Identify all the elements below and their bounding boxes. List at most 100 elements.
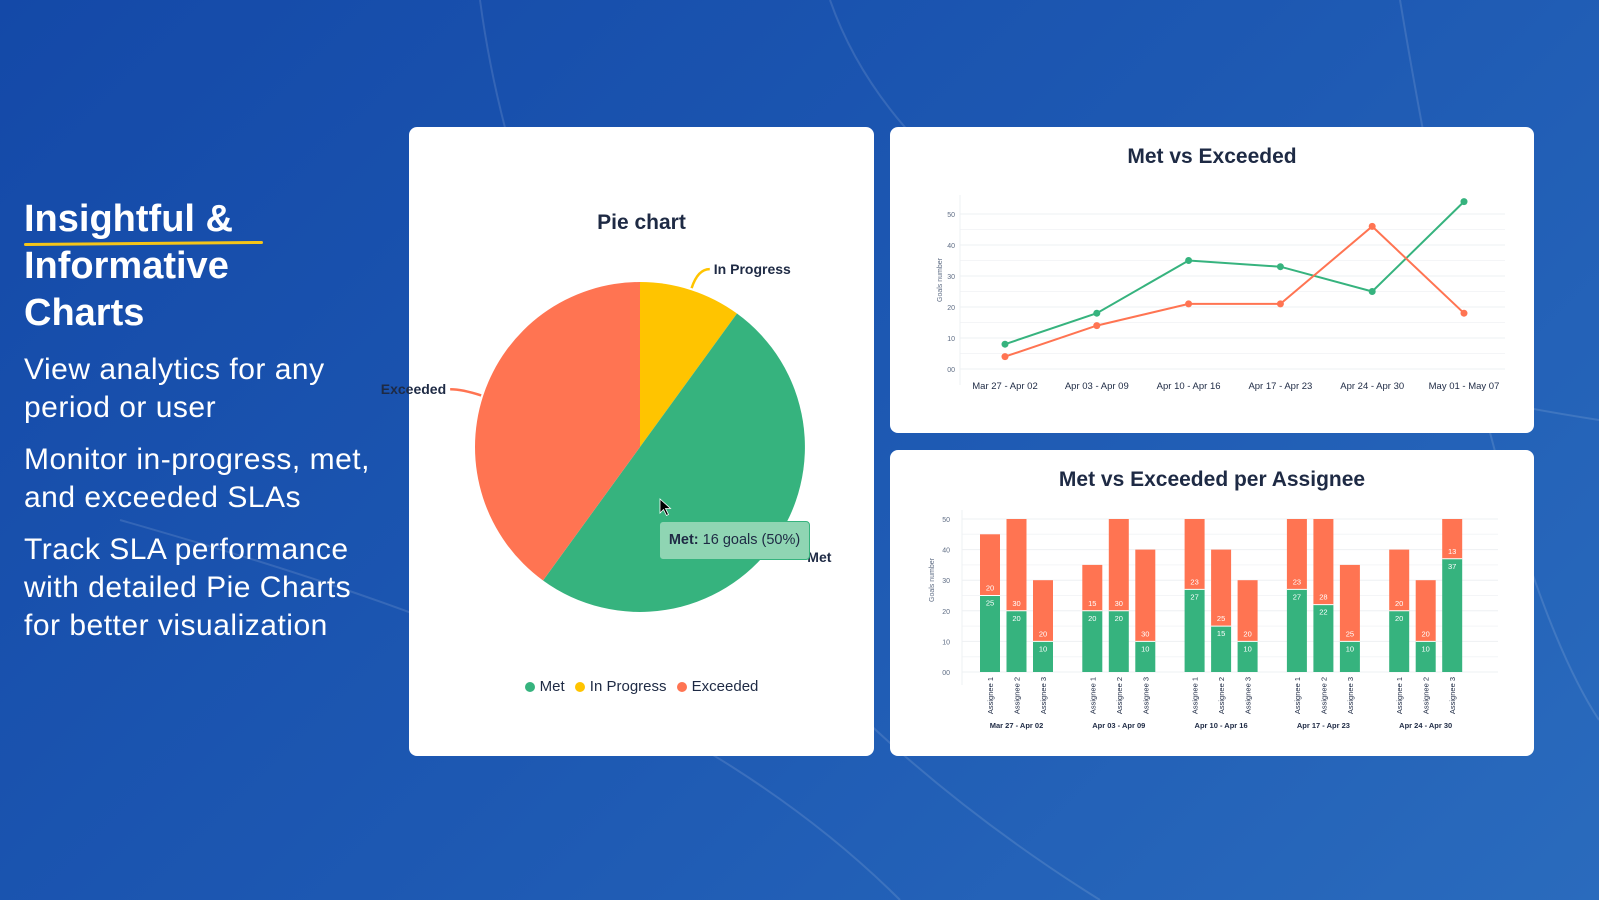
y-tick-label: 10 <box>947 336 955 343</box>
bar-label-met: 22 <box>1319 608 1327 617</box>
bar-segment-exceeded <box>1389 549 1410 611</box>
headline: Insightful & Informative Charts <box>24 196 384 337</box>
bar-label-exceeded: 28 <box>1319 593 1327 602</box>
bar-segment-exceeded <box>1286 519 1307 590</box>
headline-line: Insightful & <box>24 196 233 243</box>
group-label: Apr 10 - Apr 16 <box>1195 721 1248 730</box>
y-tick-label: 00 <box>942 670 950 677</box>
bar-segment-met <box>1415 641 1436 672</box>
bar-segment-exceeded <box>1339 564 1360 642</box>
bar-label-exceeded: 20 <box>1243 629 1251 638</box>
bar-label-exceeded: 15 <box>1088 599 1096 608</box>
bar-segment-exceeded <box>1033 580 1053 642</box>
x-tick-label: Mar 27 - Apr 02 <box>972 381 1037 392</box>
line-point-exceeded <box>1185 300 1193 308</box>
bar-label-met: 20 <box>1115 614 1123 623</box>
x-tick-label: Assignee 1 <box>986 677 995 714</box>
pie-tooltip: Met: 16 goals (50%) <box>659 521 810 560</box>
bar-segment-met <box>1082 610 1103 672</box>
y-tick-label: 50 <box>942 517 950 524</box>
bar-segment-met <box>1286 589 1307 672</box>
bar-segment-met <box>1184 589 1205 672</box>
bar-segment-exceeded <box>1135 549 1156 642</box>
bar-segment-exceeded <box>980 534 1000 596</box>
x-tick-label: Assignee 2 <box>1013 677 1022 714</box>
bar-label-met: 15 <box>1217 629 1225 638</box>
x-tick-label: Apr 17 - Apr 23 <box>1248 381 1312 392</box>
x-tick-label: Apr 24 - Apr 30 <box>1340 381 1404 392</box>
group-label: Apr 17 - Apr 23 <box>1297 721 1350 730</box>
line-chart-card: Met vs Exceeded <box>890 127 1534 433</box>
y-tick-label: 00 <box>947 367 955 374</box>
feature-text: Monitor in-progress, met, and exceeded S… <box>24 443 370 514</box>
bar-label-exceeded: 25 <box>1217 614 1225 623</box>
y-tick-label: 40 <box>942 548 950 555</box>
legend-item-in-progress[interactable]: In Progress <box>574 678 667 695</box>
bar-label-exceeded: 20 <box>1422 629 1430 638</box>
bar-segment-met <box>1033 641 1053 672</box>
line-point-exceeded <box>1001 353 1009 361</box>
line-point-exceeded <box>1276 300 1284 308</box>
x-tick-label: Assignee 1 <box>1191 677 1200 714</box>
legend-swatch <box>524 681 535 692</box>
headline-line: Informative <box>24 245 229 287</box>
y-tick-label: 20 <box>942 609 950 616</box>
x-tick-label: May 01 - May 07 <box>1429 381 1500 392</box>
pie-legend: Met In Progress Exceeded <box>409 678 874 696</box>
legend-swatch <box>676 681 687 692</box>
y-tick-label: 40 <box>947 243 955 250</box>
headline-line: Charts <box>24 292 145 334</box>
x-tick-label: Assignee 1 <box>1395 677 1404 714</box>
bar-label-exceeded: 20 <box>986 584 994 593</box>
legend-item-exceeded[interactable]: Exceeded <box>676 678 758 695</box>
chart-title: Met vs Exceeded per Assignee <box>1058 468 1366 491</box>
x-tick-label: Assignee 3 <box>1039 677 1048 714</box>
bar-segment-met <box>980 595 1000 672</box>
bar-label-exceeded: 23 <box>1293 577 1301 586</box>
bar-label-met: 10 <box>1346 644 1354 653</box>
feature-text: Track SLA performance with detailed Pie … <box>24 533 352 642</box>
bar-label-met: 27 <box>1190 592 1198 601</box>
group-label: Mar 27 - Apr 02 <box>990 721 1044 730</box>
legend-item-met[interactable]: Met <box>524 678 565 695</box>
line-point-met <box>1276 263 1284 271</box>
feature-text: View analytics for any period or user <box>24 353 325 424</box>
bar-label-exceeded: 25 <box>1346 629 1354 638</box>
bar-segment-exceeded <box>1082 564 1103 611</box>
x-tick-label: Assignee 2 <box>1422 677 1431 714</box>
bar-label-met: 20 <box>1395 614 1403 623</box>
line-point-met <box>1368 288 1376 295</box>
bar-segment-exceeded <box>1442 519 1463 559</box>
bar-segment-met <box>1237 641 1258 672</box>
line-series-met <box>1004 200 1465 346</box>
bar-segment-met <box>1211 626 1232 672</box>
bar-segment-exceeded <box>1211 549 1232 627</box>
y-axis-label: Goals number <box>929 557 936 602</box>
bar-label-exceeded: 13 <box>1448 547 1456 556</box>
bar-segment-met <box>1389 610 1410 672</box>
bar-segment-met <box>1313 604 1334 672</box>
line-point-exceeded <box>1093 322 1101 330</box>
x-tick-label: Assignee 3 <box>1244 677 1253 714</box>
x-tick-label: Assignee 2 <box>1115 677 1124 714</box>
bar-label-met: 20 <box>1012 614 1020 623</box>
bar-label-exceeded: 23 <box>1190 577 1198 586</box>
line-point-exceeded <box>1368 222 1376 230</box>
y-tick-label: 20 <box>947 305 955 312</box>
bar-label-exceeded: 30 <box>1012 599 1020 608</box>
bar-label-exceeded: 20 <box>1039 629 1047 638</box>
group-label: Apr 24 - Apr 30 <box>1399 721 1452 730</box>
line-point-met <box>1460 198 1468 206</box>
intro-panel: Insightful & Informative Charts View ana… <box>24 196 384 645</box>
y-tick-label: 30 <box>947 274 955 281</box>
bar-segment-met <box>1442 558 1463 672</box>
x-tick-label: Apr 03 - Apr 09 <box>1065 381 1129 392</box>
x-tick-label: Assignee 1 <box>1088 677 1097 714</box>
bar-label-met: 27 <box>1293 592 1301 601</box>
x-tick-label: Apr 10 - Apr 16 <box>1157 381 1221 392</box>
line-point-met <box>1001 340 1009 348</box>
bar-label-met: 10 <box>1422 644 1430 653</box>
chart-title: Pie chart <box>597 211 686 234</box>
bar-segment-met <box>1135 641 1156 672</box>
